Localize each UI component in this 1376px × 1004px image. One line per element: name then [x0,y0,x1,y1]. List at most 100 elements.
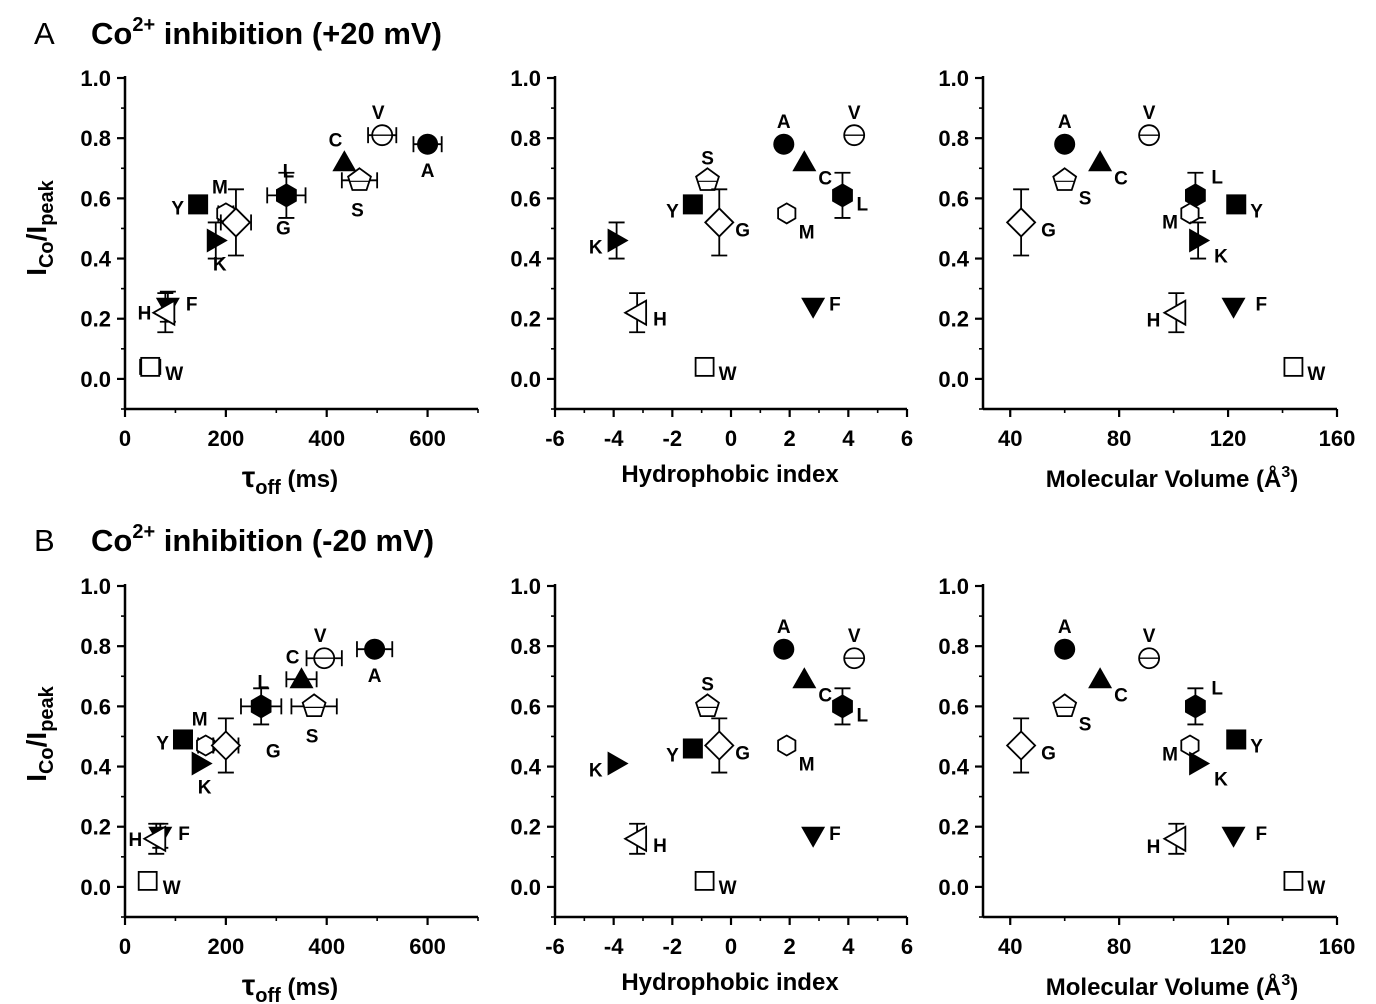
marker-open-hexagon [777,202,797,225]
point-label: F [178,824,190,845]
data-point-k: K [191,751,213,799]
x-tick-label: 2 [784,934,796,959]
x-tick-label: 0 [725,426,737,451]
point-label: C [818,685,832,706]
marker-open-left-triangle [1162,825,1187,853]
marker-open-diamond [1005,207,1037,238]
marker-filled-right-triangle [1189,228,1211,253]
data-point-k: K [589,751,629,782]
marker-open-square [1283,870,1304,891]
data-point-w: W [694,870,737,899]
x-tick-label: 400 [308,426,345,451]
marker-open-left-triangle [623,299,648,327]
data-point-v: V [367,103,398,147]
y-tick-label: 1.0 [510,66,541,91]
marker-filled-square [682,738,703,759]
y-tick-label: 0.6 [938,186,969,211]
y-tick-label: 1.0 [80,574,111,599]
x-axis-label-hydrophobic-a: Hydrophobic index [621,461,839,488]
point-label: H [1147,311,1161,332]
point-label: A [1058,617,1072,638]
point-label: V [372,103,385,124]
scatter-panel: 0.0 0.2 0.4 0.6 0.8 1.0 0 200 400 600 A VC S L Y M G K F H W [80,574,479,959]
data-point-s: S [695,674,720,717]
point-label: G [735,743,750,764]
point-label: G [1041,743,1056,764]
x-tick-label: 4 [842,934,855,959]
scatter-panel: 0.0 0.2 0.4 0.6 0.8 1.0 40 80 120 160 A V C S L Y M G K F H W [938,66,1355,451]
x-tick-label: 160 [1319,426,1356,451]
marker-open-diamond [220,207,252,238]
marker-open-pentagon [695,693,720,717]
point-label: A [1058,112,1072,133]
marker-filled-hexagon [250,694,272,719]
scatter-panel: 0.0 0.2 0.4 0.6 0.8 1.0 40 80 120 160 A V C S L Y M G K F H W [938,574,1355,959]
data-point-c: C [792,667,832,706]
x-axis-label-hydrophobic-b: Hydrophobic index [621,969,839,996]
data-point-v: V [1138,103,1161,147]
point-label: F [1256,824,1268,845]
data-point-a: A [1054,112,1076,155]
marker-open-pentagon [301,693,327,717]
panel-b-letter: B [34,523,55,558]
point-label: C [329,130,343,151]
y-tick-label: 0.4 [80,755,111,780]
y-tick-label: 1.0 [938,574,969,599]
data-point-s: S [1052,693,1091,735]
marker-filled-circle [1054,133,1076,155]
point-label: W [165,364,183,385]
marker-filled-hexagon [276,183,297,208]
data-point-h: H [623,292,667,334]
marker-open-diamond [210,730,242,761]
x-axis-label-volume-b: Molecular Volume (Å3) [1046,972,1299,1001]
panel-a-title: A Co2+ inhibition (+20 mV) [34,14,442,51]
panel-b-title: B Co2+ inhibition (-20 mV) [34,521,434,558]
x-tick-label: 400 [308,934,345,959]
x-tick-label: 0 [119,426,131,451]
x-tick-label: 40 [998,934,1022,959]
marker-filled-down-triangle [1221,297,1246,319]
marker-filled-hexagon [832,694,853,719]
data-point-w: W [1283,356,1325,385]
data-point-c: C [329,130,357,172]
data-point-s: S [340,167,379,221]
x-tick-label: 200 [207,426,244,451]
x-axis-label-tau-a: τoff (ms) [242,461,338,499]
panel-b-title-text: Co2+ inhibition (-20 mV) [91,521,434,558]
x-tick-label: -2 [663,426,683,451]
y-tick-label: 1.0 [510,574,541,599]
point-label: H [653,836,667,857]
point-label: L [856,194,868,215]
x-axis-label-tau-b: τoff (ms) [242,969,338,1004]
x-tick-label: 120 [1210,426,1247,451]
point-label: K [589,761,603,782]
y-tick-label: 0.4 [80,247,111,272]
data-point-c: C [1088,667,1128,706]
marker-filled-right-triangle [206,228,228,253]
point-label: H [653,310,667,331]
y-tick-label: 1.0 [80,66,111,91]
x-tick-label: 200 [207,934,244,959]
point-label: K [1214,246,1228,267]
marker-filled-circle [417,133,439,155]
marker-open-hexagon [777,734,797,757]
marker-filled-hexagon [1185,694,1206,719]
point-label: L [283,161,295,182]
data-point-v: V [843,626,866,670]
x-tick-label: 2 [784,426,796,451]
scatter-panel: 0.0 0.2 0.4 0.6 0.8 1.0 -6 -4 -2 0 2 4 6 A V C S L Y M G K F H W [510,574,913,959]
y-axis-label-b: ICo/Ipeak [21,685,58,781]
marker-filled-down-triangle [801,297,826,319]
marker-open-square [694,356,715,377]
data-point-s: S [1052,167,1091,209]
data-point-y: Y [666,194,703,222]
y-tick-label: 0.0 [80,875,111,900]
marker-filled-right-triangle [191,751,213,776]
data-point-y: Y [156,729,193,754]
data-point-v: V [305,626,343,670]
x-axis-label-volume-a: Molecular Volume (Å3) [1046,464,1299,493]
point-label: V [848,103,861,124]
y-tick-label: 0.6 [80,694,111,719]
marker-open-left-triangle [142,825,167,853]
data-point-a: A [412,133,443,182]
